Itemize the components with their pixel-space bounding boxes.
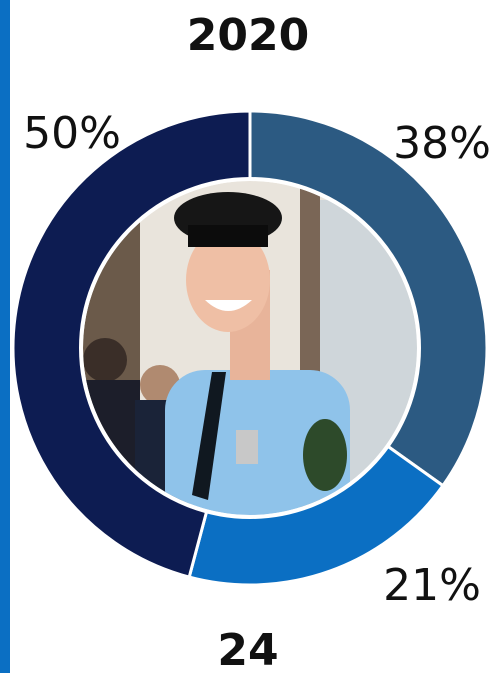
labels: 38% 21% 50% [23, 108, 491, 611]
chart-title: 2020 [187, 10, 309, 61]
side-bar [0, 0, 10, 673]
chart-subtitle: 24 [217, 625, 278, 673]
photo-ring [79, 177, 421, 519]
value-label: 50% [23, 108, 121, 159]
value-label: 21% [383, 560, 481, 611]
value-label: 38% [393, 118, 491, 169]
